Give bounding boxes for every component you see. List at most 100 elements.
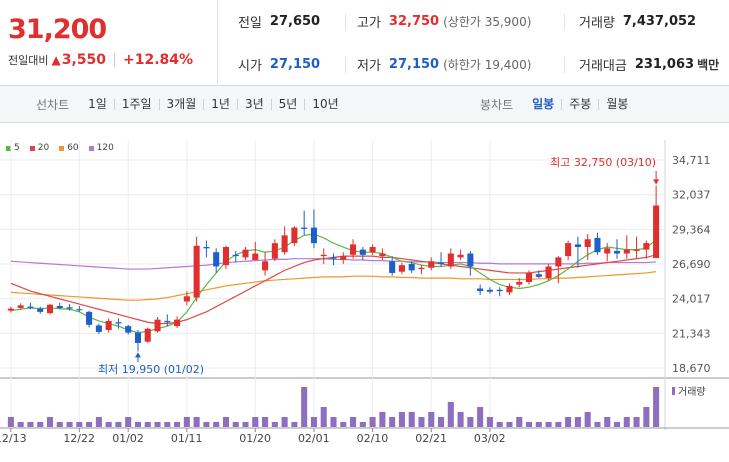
lower-limit: (하한가 19,400): [443, 58, 532, 72]
range-3m[interactable]: 3개월: [158, 98, 204, 110]
volume-bar: [643, 407, 650, 427]
x-tick-label: 01/02: [112, 432, 144, 445]
y-tick-label: 21,343: [672, 327, 711, 340]
low-label: 저가: [357, 59, 381, 74]
candle-body: [281, 235, 288, 253]
volume-bar: [76, 422, 83, 427]
volume-bar: [477, 407, 484, 427]
volume-bar: [486, 417, 493, 427]
legend-label: 120: [96, 143, 114, 153]
legend-ma60: 60: [59, 143, 79, 153]
y-tick-label: 24,017: [672, 293, 711, 306]
volume-value: 7,437,052: [622, 14, 697, 29]
change-row: 전일대비 ▲ 3,550 +12.84%: [8, 52, 193, 68]
volume-bar: [56, 422, 63, 427]
candle-body: [291, 227, 298, 244]
legend-swatch: [59, 145, 65, 151]
candle-body: [174, 319, 181, 327]
upper-limit: (상한가 35,900): [443, 15, 532, 29]
volume-bar: [134, 422, 142, 427]
candle-body: [66, 307, 73, 309]
legend-ma20: 20: [29, 143, 49, 153]
high-annotation: 최고 32,750 (03/10): [550, 156, 656, 169]
candle-body: [565, 243, 572, 257]
volume-legend-label: 거래량: [678, 386, 706, 398]
candle-body: [477, 288, 484, 292]
volume-bar: [330, 417, 337, 427]
chart-toolbar: 선차트 1일 1주일 3개월 1년 3년 5년 10년 봉차트 일봉 주봉 월봉: [0, 86, 729, 123]
candle-body: [7, 308, 14, 311]
volume-bar: [95, 417, 102, 427]
candle-body: [76, 309, 83, 311]
volume-bar: [232, 422, 239, 427]
x-tick-label: 01/11: [171, 432, 203, 445]
candle-body: [164, 320, 171, 323]
candle-body: [340, 256, 347, 260]
high-arrow-head: [653, 179, 660, 185]
candle-body: [46, 304, 54, 314]
range-1d[interactable]: 1일: [88, 97, 107, 111]
volume-bar: [115, 422, 122, 427]
candle-body: [330, 257, 337, 259]
range-3y[interactable]: 3년: [236, 98, 271, 110]
candle-body: [379, 253, 386, 257]
period-weekly[interactable]: 주봉: [561, 98, 598, 110]
x-tick-label: 12/22: [63, 432, 95, 445]
volume-bar: [574, 417, 581, 427]
divider: [564, 57, 565, 73]
candle-body: [535, 274, 542, 277]
ma-legend: 5 20 60 120: [6, 143, 124, 153]
candle-body: [301, 227, 308, 229]
volume-label: 거래량: [579, 16, 615, 31]
candle-body: [369, 247, 376, 253]
volume-bar: [301, 387, 308, 427]
divider: [345, 57, 346, 73]
range-5y[interactable]: 5년: [270, 98, 305, 110]
candle-body: [438, 262, 445, 264]
volume-bar: [594, 422, 601, 427]
volume-bar: [535, 422, 542, 427]
volume-bar: [105, 422, 112, 427]
period-daily[interactable]: 일봉: [532, 97, 555, 111]
y-tick-label: 18,670: [672, 362, 711, 375]
candle-body: [613, 250, 621, 254]
x-tick-label: 01/20: [239, 432, 271, 445]
volume-bar: [7, 417, 14, 427]
candle-body: [193, 245, 200, 298]
candle-body: [418, 267, 425, 270]
x-tick-label: 02/01: [298, 432, 330, 445]
up-triangle-icon: ▲: [51, 53, 61, 67]
volume-bar: [545, 422, 552, 427]
volume-bar: [46, 417, 54, 427]
volume-bar: [310, 417, 317, 427]
candle-body: [623, 249, 630, 254]
volume-legend-swatch: [672, 387, 675, 395]
period-monthly[interactable]: 월봉: [598, 98, 635, 110]
range-1y[interactable]: 1년: [203, 98, 237, 110]
line-chart-ranges: 선차트 1일 1주일 3개월 1년 3년 5년 10년: [36, 86, 346, 123]
volume-bar: [66, 422, 73, 427]
volume-bar: [350, 417, 357, 427]
volume-bar: [320, 407, 327, 427]
volume-bar: [193, 417, 200, 427]
volume-bar: [428, 412, 435, 427]
candle-body: [134, 332, 142, 343]
candle-body: [584, 239, 591, 248]
volume-bar: [369, 417, 376, 427]
volume-bar: [213, 422, 220, 427]
legend-swatch: [88, 145, 94, 151]
quote-summary: 31,200 전일대비 ▲ 3,550 +12.84% 전일 27,650 고가…: [0, 0, 729, 86]
high-value: 32,750: [388, 14, 440, 29]
range-10y[interactable]: 10년: [304, 98, 345, 110]
candle-body: [457, 254, 464, 258]
volume-bar: [496, 422, 503, 427]
candle-body: [506, 285, 513, 293]
volume-bar: [203, 422, 210, 427]
volume-bar: [271, 422, 278, 427]
y-tick-label: 26,690: [672, 258, 711, 271]
y-tick-label: 29,364: [672, 223, 711, 236]
candle-body: [594, 237, 601, 253]
range-1w[interactable]: 1주일: [113, 98, 159, 110]
candle-body: [222, 247, 229, 266]
candle-body: [359, 249, 366, 255]
